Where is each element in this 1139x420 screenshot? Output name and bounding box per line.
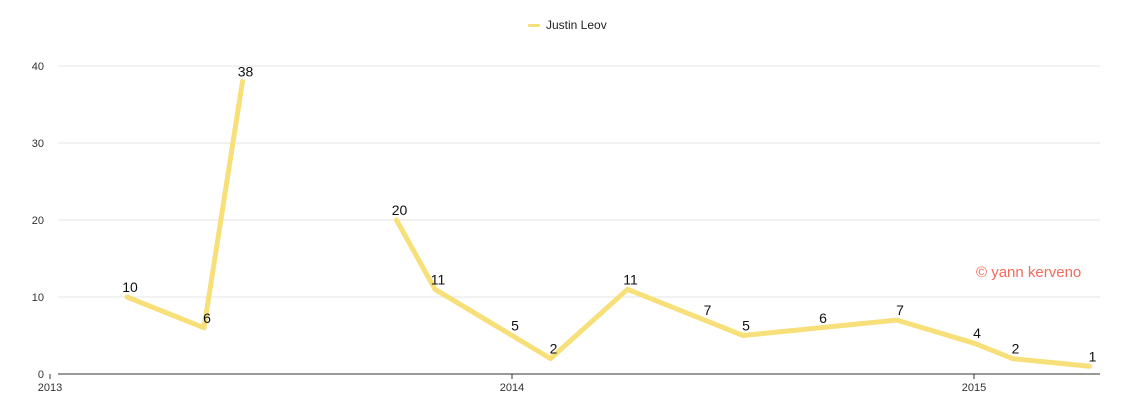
data-label: 7 — [896, 302, 904, 318]
data-label: 2 — [1012, 341, 1020, 357]
x-tick-label: 2015 — [962, 382, 986, 394]
y-tick-label: 0 — [38, 369, 44, 381]
y-tick-label: 20 — [32, 215, 44, 227]
data-label: 5 — [742, 318, 750, 334]
data-label: 11 — [431, 271, 446, 287]
series-line — [394, 217, 1092, 369]
legend: Justin Leov — [528, 18, 607, 32]
data-label: 5 — [511, 318, 519, 334]
data-label: 20 — [392, 202, 408, 218]
x-tick-label: 2013 — [38, 382, 62, 394]
x-tick-label: 2014 — [500, 382, 524, 394]
data-label: 38 — [238, 63, 254, 79]
data-label: 11 — [623, 271, 638, 287]
data-label: 6 — [203, 310, 211, 326]
legend-swatch — [528, 23, 540, 27]
y-tick-label: 40 — [32, 61, 44, 73]
series-line — [124, 78, 245, 331]
data-label: 2 — [550, 341, 558, 357]
data-label: 1 — [1089, 348, 1097, 364]
y-tick-label: 10 — [32, 292, 44, 304]
data-label: 10 — [122, 279, 138, 295]
legend-label: Justin Leov — [546, 18, 607, 32]
watermark: © yann kerveno — [976, 264, 1082, 281]
data-label: 6 — [819, 310, 827, 326]
data-label: 4 — [973, 325, 981, 341]
data-label: 7 — [704, 302, 712, 318]
y-tick-label: 30 — [32, 138, 44, 150]
